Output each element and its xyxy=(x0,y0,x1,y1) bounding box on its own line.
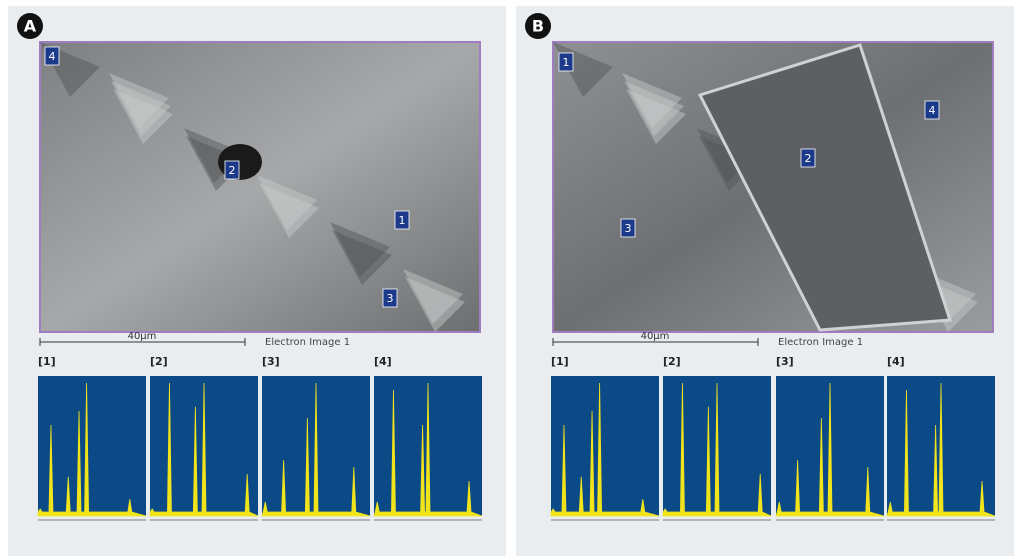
spot-label: 3 xyxy=(625,222,632,235)
spectrum-label: [2] xyxy=(150,355,168,368)
spot-label: 2 xyxy=(805,152,812,165)
spectrum-label: [1] xyxy=(551,355,569,368)
spectrum-bg xyxy=(551,376,659,516)
panel-label: B xyxy=(532,17,544,36)
spectrum-label: [4] xyxy=(887,355,905,368)
image-caption: Electron Image 1 xyxy=(778,337,863,348)
spectrum-label: [1] xyxy=(38,355,56,368)
scale-bar-label: 40µm xyxy=(641,331,670,342)
spot-label: 4 xyxy=(49,50,56,63)
panel-label: A xyxy=(24,17,37,36)
spot-label: 4 xyxy=(929,104,936,117)
spectrum-label: [4] xyxy=(374,355,392,368)
spectrum-label: [3] xyxy=(262,355,280,368)
spectrum-label: [2] xyxy=(663,355,681,368)
scale-bar-label: 40µm xyxy=(128,331,157,342)
figure: A 4 2 1 3 40µm Electron Image 1 [1] [2] [3] [4] B 1 4… xyxy=(0,0,1018,560)
spectrum-label: [3] xyxy=(776,355,794,368)
spot-label: 3 xyxy=(387,292,394,305)
image-caption: Electron Image 1 xyxy=(265,337,350,348)
spot-label: 2 xyxy=(229,164,236,177)
spectrum-bg xyxy=(38,376,146,516)
spot-label: 1 xyxy=(563,56,570,69)
spot-label: 1 xyxy=(399,214,406,227)
